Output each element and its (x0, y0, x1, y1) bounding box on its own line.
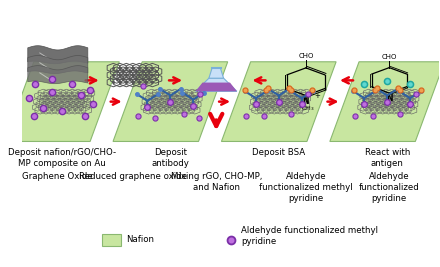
Polygon shape (209, 68, 224, 78)
Polygon shape (196, 83, 237, 91)
Text: N: N (303, 97, 309, 106)
Text: Aldehyde
functionalized
pyridine: Aldehyde functionalized pyridine (359, 172, 420, 203)
Text: Graphene Oxide: Graphene Oxide (22, 172, 93, 181)
Text: Reduced graphene oxide: Reduced graphene oxide (79, 172, 187, 181)
Polygon shape (28, 56, 88, 74)
Text: Aldehyde
functionalized methyl
pyridine: Aldehyde functionalized methyl pyridine (259, 172, 353, 203)
Text: Deposit BSA: Deposit BSA (252, 148, 305, 157)
Polygon shape (5, 62, 119, 142)
Text: CH$_3$: CH$_3$ (301, 104, 315, 113)
Text: React with
antigen: React with antigen (364, 148, 410, 168)
Polygon shape (113, 62, 228, 142)
Text: Deposit nafion/rGO/CHO-
MP composite on Au: Deposit nafion/rGO/CHO- MP composite on … (8, 148, 116, 168)
Text: CHO: CHO (381, 54, 397, 60)
Text: Aldehyde functionalized methyl
pyridine: Aldehyde functionalized methyl pyridine (241, 226, 378, 246)
Text: +: + (314, 93, 320, 99)
Text: Mixing rGO, CHO-MP,
and Nafion: Mixing rGO, CHO-MP, and Nafion (171, 172, 262, 192)
Text: N: N (386, 94, 392, 103)
Text: Deposit
antibody: Deposit antibody (151, 148, 189, 168)
Polygon shape (28, 46, 88, 64)
Text: CHO: CHO (298, 53, 314, 59)
Text: Nafion: Nafion (127, 235, 154, 244)
Polygon shape (221, 62, 336, 142)
Polygon shape (330, 62, 440, 142)
Polygon shape (196, 78, 237, 91)
Polygon shape (28, 66, 88, 84)
Bar (102, 234, 121, 246)
